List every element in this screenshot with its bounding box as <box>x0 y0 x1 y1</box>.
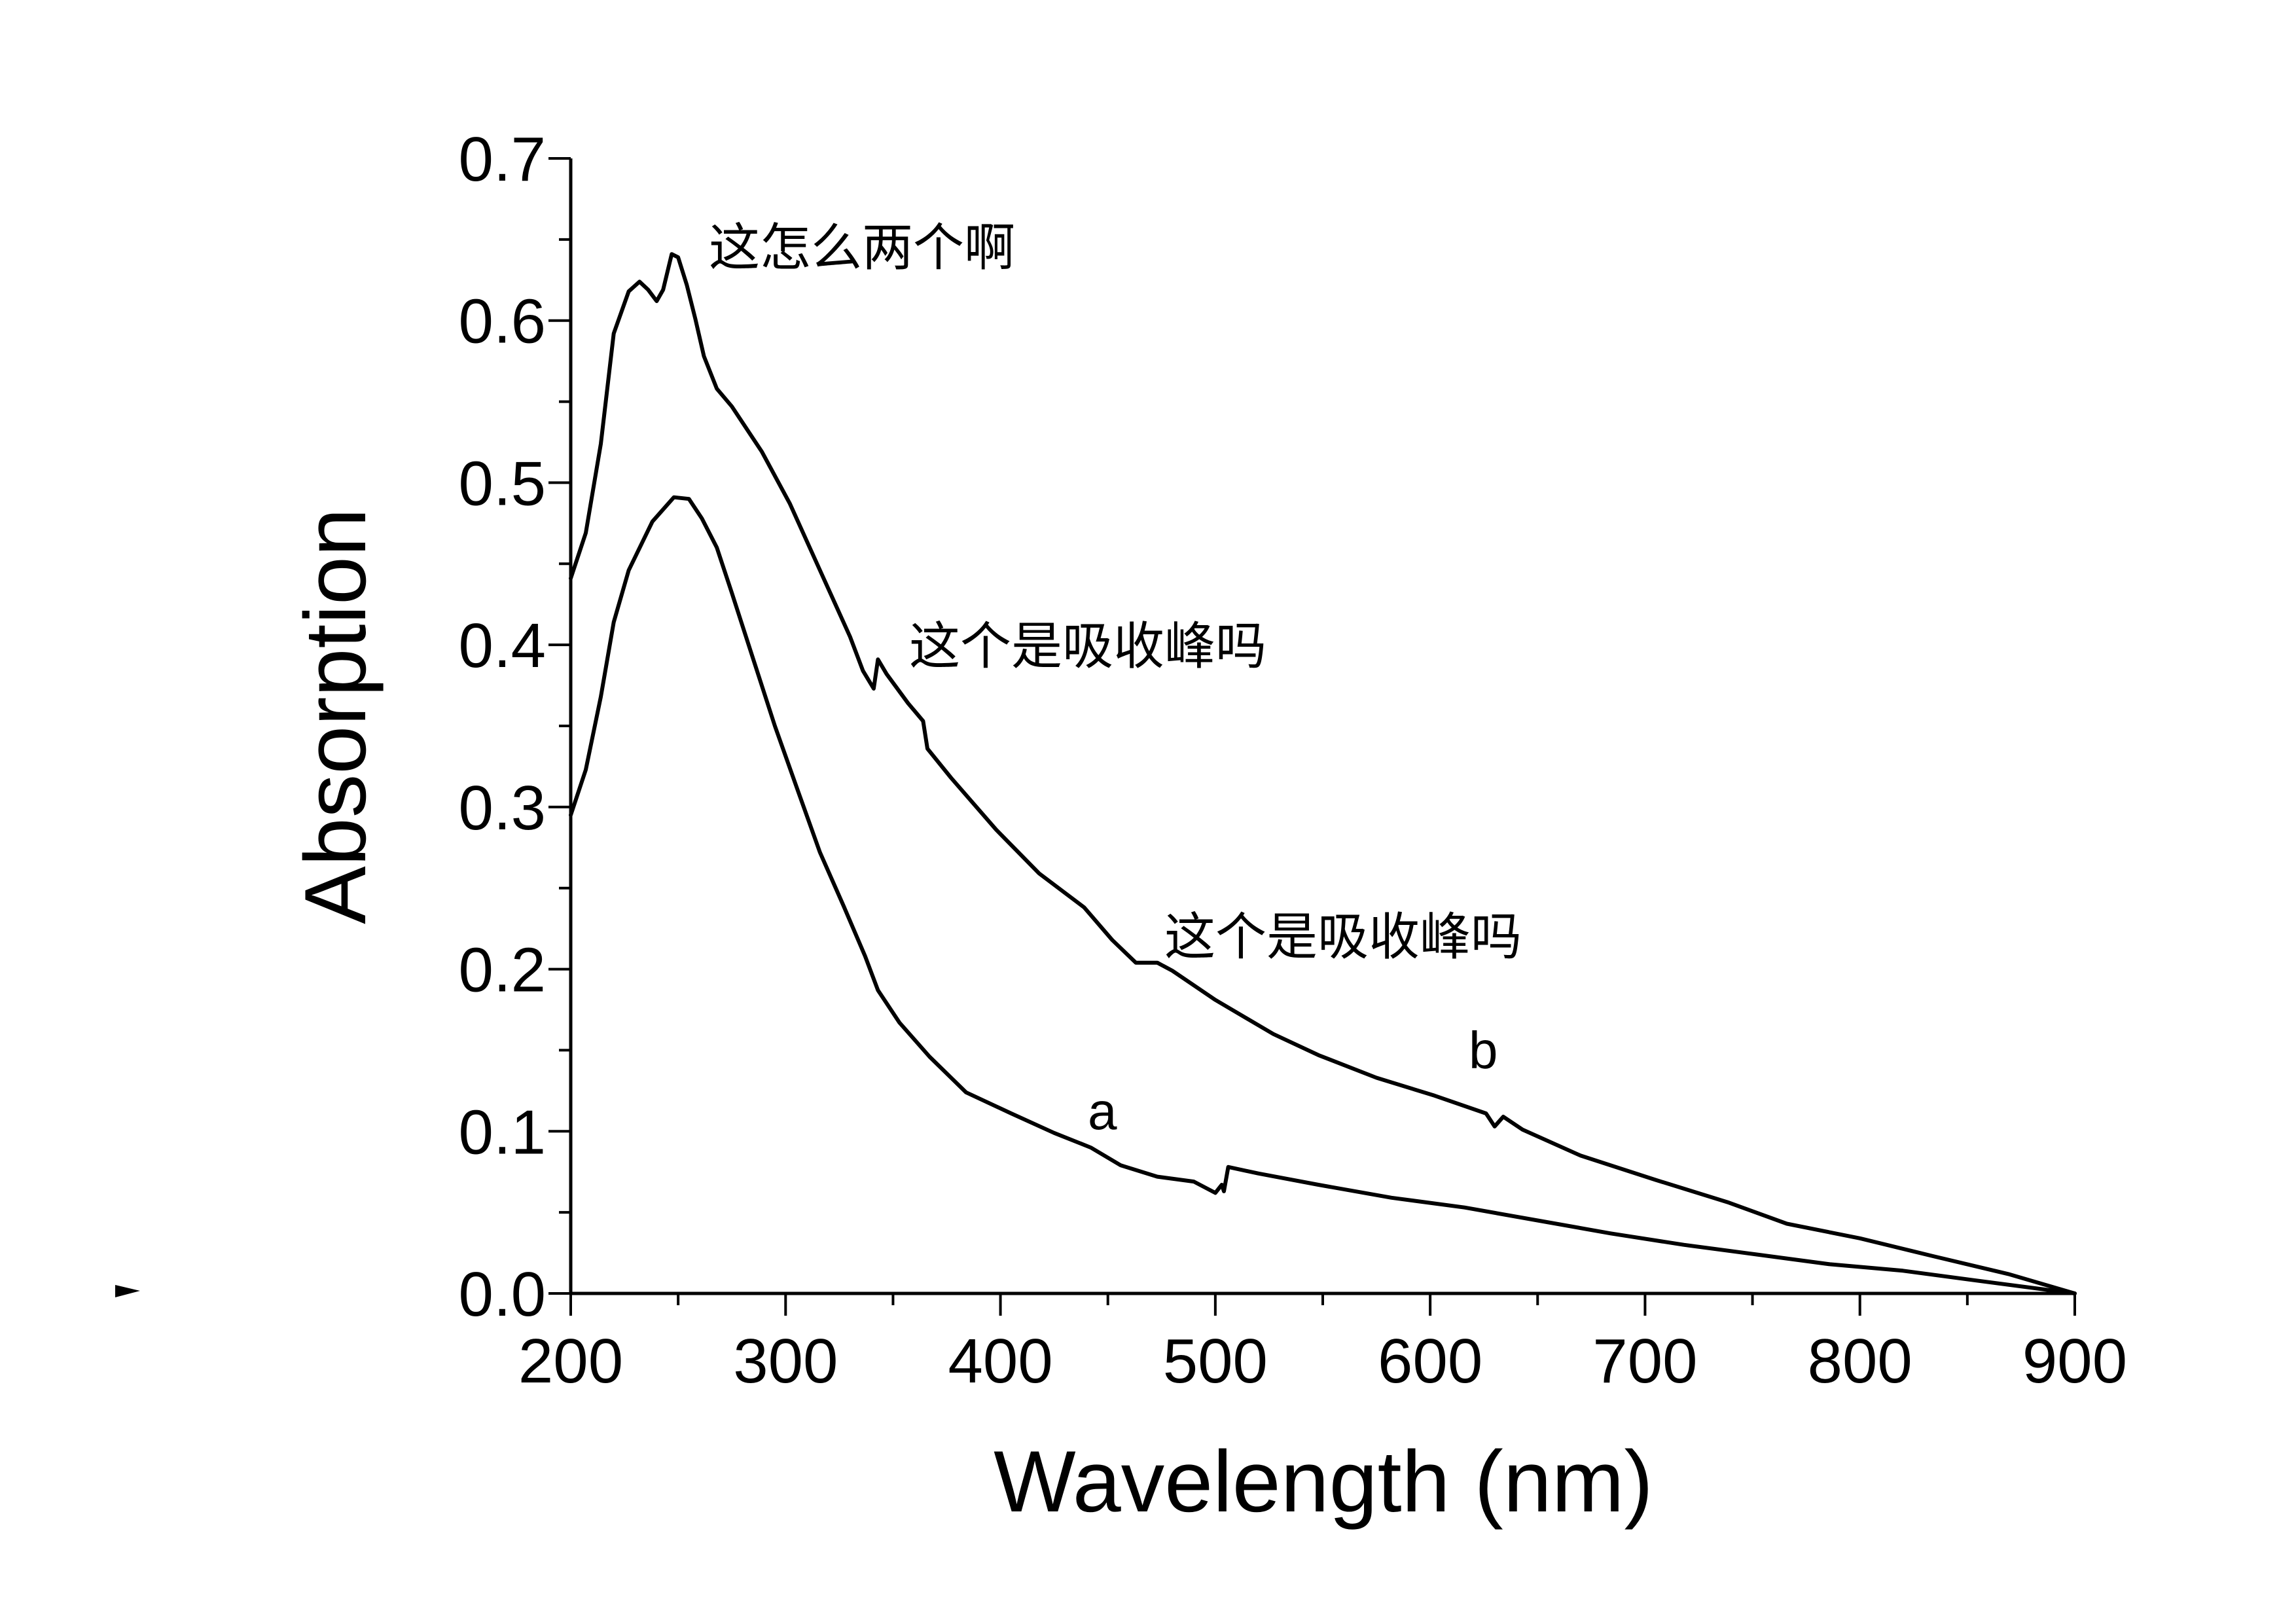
y-tick-label: 0.6 <box>459 287 546 357</box>
tick-layer: 200 300 400 500 600 700 800 900 0.0 0.1 0.2 0.3 0.4 0… <box>459 124 2128 1396</box>
y-tick-label: 0.2 <box>459 935 546 1005</box>
annotation-absorption-peak-1: 这个是吸收峰吗 <box>909 617 1266 676</box>
annotation-absorption-peak-2: 这个是吸收峰吗 <box>1164 908 1522 967</box>
annotation-double-peak: 这怎么两个啊 <box>709 219 1015 278</box>
y-tick-label: 0.4 <box>459 611 546 681</box>
series-a-line <box>569 495 2077 1295</box>
y-tick-label: 0.5 <box>459 448 546 518</box>
series-label-b: b <box>1469 1021 1498 1079</box>
series-layer <box>569 252 2077 1295</box>
x-tick-label: 600 <box>1378 1326 1482 1396</box>
x-tick-label: 700 <box>1592 1326 1697 1396</box>
y-axis-title: Absorption <box>287 508 384 924</box>
x-tick-label: 400 <box>948 1326 1052 1396</box>
x-tick-label: 800 <box>1808 1326 1912 1396</box>
x-tick-label: 200 <box>518 1326 623 1396</box>
series-label-a: a <box>1088 1082 1117 1140</box>
y-tick-label: 0.3 <box>459 773 546 843</box>
x-tick-label: 500 <box>1163 1326 1268 1396</box>
series-b-line <box>569 252 2077 1295</box>
y-tick-label: 0.1 <box>459 1097 546 1167</box>
y-tick-label: 0.0 <box>459 1259 546 1329</box>
x-tick-label: 900 <box>2022 1326 2127 1396</box>
x-axis-title: Wavelength (nm) <box>994 1434 1653 1530</box>
x-tick-label: 300 <box>733 1326 838 1396</box>
stray-mark <box>115 1285 140 1297</box>
y-tick-label: 0.7 <box>459 124 546 194</box>
